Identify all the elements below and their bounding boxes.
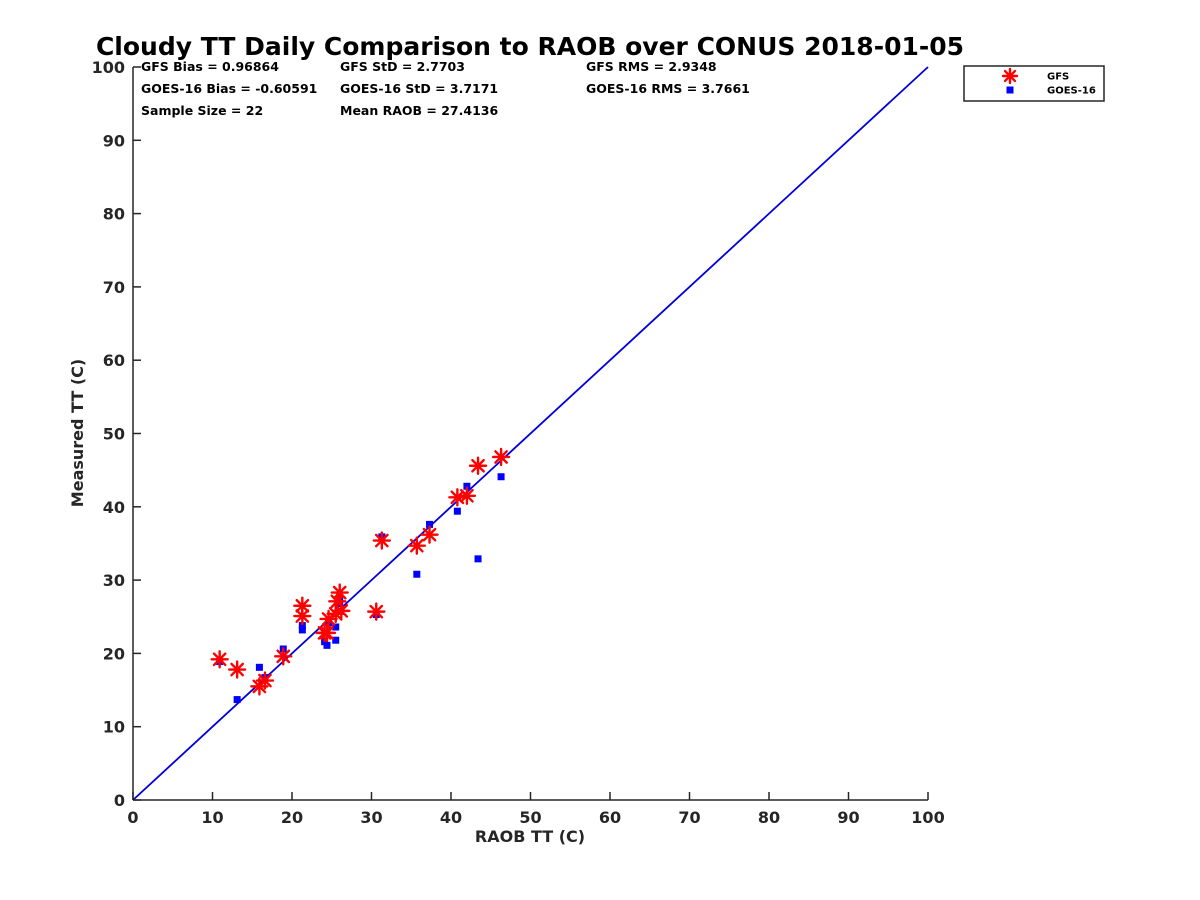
goes16-point (298, 626, 306, 634)
x-tick-label: 20 (281, 808, 303, 827)
goes16-point (233, 696, 241, 704)
legend-label: GOES-16 (1047, 86, 1096, 97)
goes16-point (323, 641, 331, 649)
y-tick-label: 80 (103, 205, 125, 224)
x-tick-label: 0 (127, 808, 138, 827)
y-tick-label: 0 (114, 791, 125, 810)
gfs-point (367, 602, 386, 621)
gfs-point (407, 536, 427, 555)
legend-goes16-marker (1006, 86, 1014, 94)
one-to-one-line (132, 66, 929, 801)
y-tick-label: 20 (103, 644, 125, 663)
gfs-point (457, 486, 477, 506)
goes16-point (426, 520, 434, 528)
gfs-point (372, 531, 392, 550)
chart-title: Cloudy TT Daily Comparison to RAOB over … (96, 32, 964, 61)
gfs-point (420, 525, 439, 544)
goes16-point (463, 482, 471, 490)
stat-text: GFS RMS = 2.9348 (586, 59, 717, 74)
legend: GFS GOES-16 (963, 65, 1105, 102)
x-tick-label: 40 (440, 808, 462, 827)
series-group (210, 447, 511, 704)
gfs-point (255, 671, 275, 690)
x-tick-label: 10 (201, 808, 223, 827)
x-tick-label: 80 (758, 808, 780, 827)
legend-box (963, 65, 1105, 102)
y-tick-label: 10 (103, 718, 125, 737)
y-tick-label: 90 (103, 131, 125, 150)
stat-text: GOES-16 StD = 3.7171 (340, 81, 498, 96)
goes16-point (497, 473, 505, 481)
stat-text: GOES-16 RMS = 3.7661 (586, 81, 750, 96)
gfs-point (227, 660, 247, 679)
stats-box: GFS Bias = 0.96864 GFS StD = 2.7703 GFS RM… (141, 59, 750, 118)
goes16-point (298, 622, 306, 630)
y-tick-label: 40 (103, 498, 125, 517)
stat-text: GFS Bias = 0.96864 (141, 59, 279, 74)
y-tick-label: 100 (92, 58, 125, 77)
x-tick-label: 60 (599, 808, 621, 827)
stat-text: Sample Size = 22 (141, 103, 263, 118)
goes16-point (332, 636, 340, 644)
x-tick-label: 30 (360, 808, 382, 827)
x-tick-label: 70 (678, 808, 700, 827)
y-tick-label: 30 (103, 571, 125, 590)
stat-text: Mean RAOB = 27.4136 (340, 103, 498, 118)
y-ticks: 0 10 20 30 40 50 60 70 80 90 100 (92, 58, 141, 810)
gfs-point (274, 647, 293, 666)
gfs-point (293, 606, 312, 626)
goes16-point (474, 555, 482, 563)
gfs-point (330, 583, 349, 602)
x-tick-label: 100 (911, 808, 944, 827)
gfs-point (468, 456, 488, 475)
y-tick-label: 60 (103, 351, 125, 370)
goes16-point (332, 623, 340, 631)
x-ticks: 0 10 20 30 40 50 60 70 80 90 100 (127, 792, 945, 827)
goes16-point (453, 507, 461, 515)
goes16-point (413, 570, 421, 578)
legend-label: GFS (1047, 72, 1069, 83)
reference-line-group (132, 66, 929, 801)
y-axis-label: Measured TT (C) (68, 359, 87, 507)
stat-text: GFS StD = 2.7703 (340, 59, 465, 74)
series-gfs (210, 447, 511, 696)
x-axis-label: RAOB TT (C) (475, 827, 585, 846)
goes16-point (255, 663, 263, 671)
gfs-point (332, 601, 351, 621)
gfs-point (210, 650, 229, 669)
gfs-point (491, 447, 511, 467)
gfs-point (317, 623, 337, 643)
stat-text: GOES-16 Bias = -0.60591 (141, 81, 317, 96)
x-tick-label: 50 (519, 808, 541, 827)
legend-gfs-marker (1001, 67, 1019, 85)
y-tick-label: 50 (103, 425, 125, 444)
x-tick-label: 90 (837, 808, 859, 827)
y-tick-label: 70 (103, 278, 125, 297)
series-goes-16 (216, 473, 505, 704)
